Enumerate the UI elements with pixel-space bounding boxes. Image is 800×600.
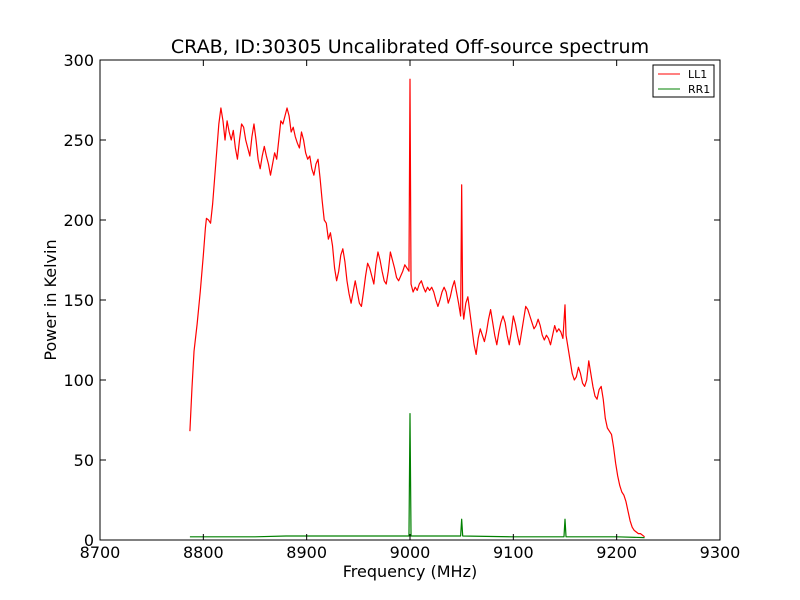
x-axis-label: Frequency (MHz): [343, 562, 477, 581]
chart-title: CRAB, ID:30305 Uncalibrated Off-source s…: [171, 36, 649, 58]
y-tick-label: 200: [63, 211, 94, 230]
y-tick-label: 250: [63, 131, 94, 150]
y-tick-label: 150: [63, 291, 94, 310]
x-tick-label: 8700: [80, 543, 121, 562]
ticks-layer: 8700 8800 8900 9000 9100 9200 9300 0 50 100 150 200…: [63, 51, 740, 562]
series-layer: [189, 78, 645, 539]
y-tick-label: 300: [63, 51, 94, 70]
series-line-ll1: [189, 78, 645, 538]
series-line-rr1: [189, 413, 645, 539]
x-tick-label: 8900: [286, 543, 327, 562]
y-tick-label: 100: [63, 371, 94, 390]
x-tick-label: 9300: [700, 543, 741, 562]
x-tick-label: 9100: [493, 543, 534, 562]
y-axis-label: Power in Kelvin: [41, 239, 60, 360]
y-tick-label: 0: [84, 531, 94, 550]
y-tick-label: 50: [74, 451, 94, 470]
legend-label-ll1: LL1: [688, 68, 707, 81]
x-tick-label: 9200: [596, 543, 637, 562]
legend-box: [652, 64, 715, 98]
legend: LL1 RR1: [652, 64, 715, 98]
legend-label-rr1: RR1: [688, 83, 710, 96]
x-tick-label: 9000: [390, 543, 431, 562]
x-tick-label: 8800: [183, 543, 224, 562]
